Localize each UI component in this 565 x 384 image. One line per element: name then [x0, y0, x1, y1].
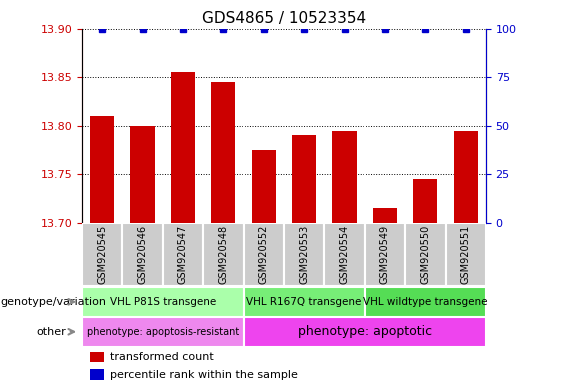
Bar [365, 287, 486, 317]
Bar [244, 287, 365, 317]
Bar [454, 131, 478, 223]
Bar [82, 287, 244, 317]
Text: percentile rank within the sample: percentile rank within the sample [110, 369, 298, 379]
Text: phenotype: apoptosis-resistant: phenotype: apoptosis-resistant [86, 327, 239, 337]
Text: GSM920545: GSM920545 [97, 225, 107, 284]
Bar [365, 223, 405, 286]
Bar [90, 116, 114, 223]
Text: GSM920550: GSM920550 [420, 225, 431, 284]
Bar [405, 223, 445, 286]
Bar [292, 136, 316, 223]
Text: genotype/variation: genotype/variation [0, 297, 106, 307]
Bar [122, 223, 163, 286]
Bar [244, 317, 486, 347]
Bar [82, 223, 122, 286]
Bar [131, 126, 155, 223]
Bar [163, 223, 203, 286]
Text: VHL R167Q transgene: VHL R167Q transgene [246, 297, 362, 307]
Bar [373, 208, 397, 223]
Text: other: other [37, 327, 67, 337]
Text: GSM920546: GSM920546 [137, 225, 147, 284]
Text: GSM920551: GSM920551 [460, 225, 471, 284]
Bar [244, 223, 284, 286]
Bar [284, 223, 324, 286]
Bar [324, 223, 365, 286]
Title: GDS4865 / 10523354: GDS4865 / 10523354 [202, 11, 366, 26]
Bar [211, 82, 236, 223]
Text: GSM920547: GSM920547 [178, 225, 188, 284]
Text: GSM920553: GSM920553 [299, 225, 309, 284]
Text: GSM920548: GSM920548 [218, 225, 228, 284]
Bar [171, 73, 195, 223]
Text: GSM920554: GSM920554 [340, 225, 350, 284]
Bar [90, 352, 104, 362]
Bar [82, 317, 244, 347]
Bar [332, 131, 357, 223]
Bar [413, 179, 437, 223]
Text: transformed count: transformed count [110, 352, 214, 362]
Bar [90, 369, 104, 380]
Bar [203, 223, 244, 286]
Text: VHL P81S transgene: VHL P81S transgene [110, 297, 216, 307]
Text: phenotype: apoptotic: phenotype: apoptotic [298, 325, 432, 338]
Text: VHL wildtype transgene: VHL wildtype transgene [363, 297, 488, 307]
Text: GSM920549: GSM920549 [380, 225, 390, 284]
Bar [446, 223, 486, 286]
Text: GSM920552: GSM920552 [259, 225, 269, 284]
Bar [251, 150, 276, 223]
